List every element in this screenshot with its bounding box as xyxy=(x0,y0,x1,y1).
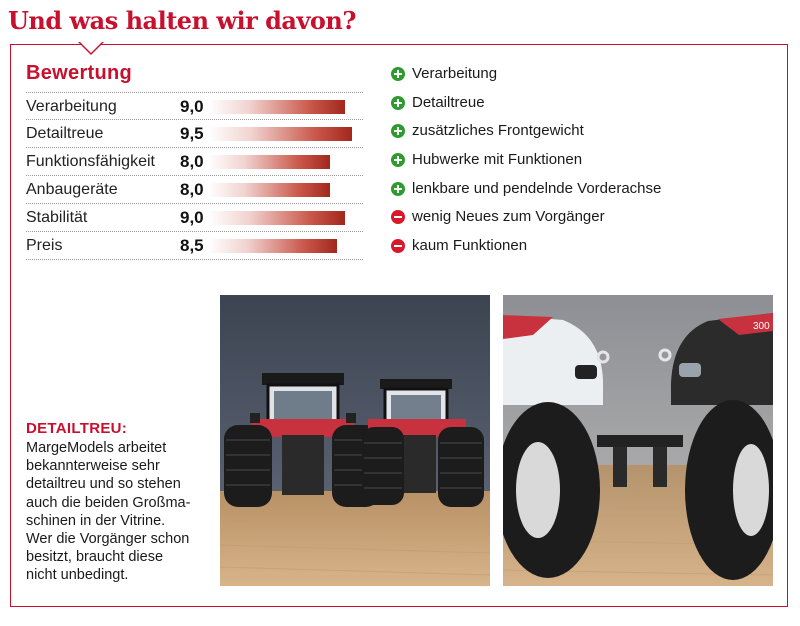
caption-line: schinen in der Vitrine. xyxy=(26,512,166,529)
rating-bar xyxy=(208,155,330,169)
rating-label: Anbaugeräte xyxy=(26,181,118,198)
photo-front-closeup: 300 xyxy=(503,295,773,586)
pro-text: Verarbeitung xyxy=(412,65,498,82)
caption-line: besitzt, braucht diese xyxy=(26,549,164,566)
minus-icon xyxy=(391,210,405,225)
pro-text: lenkbare und pendelnde Vorderachse xyxy=(412,179,662,197)
rating-bar xyxy=(208,239,338,253)
rating-bar xyxy=(208,127,353,141)
rating-label: Stabilität xyxy=(26,209,88,226)
caption-heading: DETAILTREU: xyxy=(26,420,128,437)
rating-score: 9,0 xyxy=(180,208,204,227)
pro-item: Hubwerke mit Funktionen xyxy=(391,146,781,175)
con-text: wenig Neues zum Vorgänger xyxy=(412,208,605,226)
rating-row: Anbaugeräte 8,0 xyxy=(26,176,363,204)
pro-item: zusätzliches Frontgewicht xyxy=(391,117,781,146)
rating-label: Verarbeitung xyxy=(26,98,117,115)
rating-score: 8,5 xyxy=(180,236,204,255)
pro-text: Detailtreue xyxy=(412,93,485,111)
caption-body: MargeModels arbeitet bekannterweise sehr… xyxy=(26,439,212,585)
plus-icon xyxy=(391,153,405,168)
rating-label: Preis xyxy=(26,237,63,254)
pro-item: Detailtreue xyxy=(391,89,781,118)
caption-line: Wer die Vorgänger schon xyxy=(26,531,190,548)
caption-line: auch die beiden Großma- xyxy=(26,494,191,511)
rating-row: Verarbeitung 9,0 xyxy=(26,92,363,120)
rating-list: Verarbeitung 9,0 Detailtreue 9,5 Funktio… xyxy=(26,92,363,260)
caption-line: detailtreu und so stehen xyxy=(26,476,181,493)
plus-icon xyxy=(391,181,405,196)
photo-caption: DETAILTREU: MargeModels arbeitet bekannt… xyxy=(26,420,212,585)
rating-row: Detailtreue 9,5 xyxy=(26,120,363,148)
plus-icon xyxy=(391,67,405,81)
caption-line: bekannterweise sehr xyxy=(26,458,160,475)
plus-icon xyxy=(391,95,405,110)
rating-bar xyxy=(208,211,345,225)
con-item: wenig Neues zum Vorgänger xyxy=(391,203,781,232)
headline: Und was halten wir davon? xyxy=(8,6,356,35)
caption-line: MargeModels arbeitet xyxy=(26,440,167,456)
rating-score: 8,0 xyxy=(180,152,204,171)
rating-row: Funktionsfähigkeit 8,0 xyxy=(26,148,363,176)
rating-score: 9,5 xyxy=(180,124,204,143)
photo-two-tractors xyxy=(220,295,490,586)
rating-title: Bewertung xyxy=(26,62,133,84)
content-frame xyxy=(10,44,788,607)
pro-text: zusätzliches Frontgewicht xyxy=(412,122,584,140)
pros-cons-list: Verarbeitung Detailtreue zusätzliches Fr… xyxy=(391,60,781,261)
rating-row: Preis 8,5 xyxy=(26,232,363,260)
con-item: kaum Funktionen xyxy=(391,232,781,261)
pro-item: Verarbeitung xyxy=(391,60,781,89)
rating-score: 8,0 xyxy=(180,180,204,199)
con-text: kaum Funktionen xyxy=(412,237,528,255)
pro-text: Hubwerke mit Funktionen xyxy=(412,151,583,169)
tractor-right xyxy=(362,379,484,507)
rating-label: Detailtreue xyxy=(26,125,104,142)
caption-line: nicht unbedingt. xyxy=(26,567,129,584)
plus-icon xyxy=(391,124,405,139)
rating-score: 9,0 xyxy=(180,97,204,116)
model-badge: 300 xyxy=(753,321,770,332)
minus-icon xyxy=(391,239,405,254)
rating-row: Stabilität 9,0 xyxy=(26,204,363,232)
pro-item: lenkbare und pendelnde Vorderachse xyxy=(391,175,781,204)
rating-bar xyxy=(208,183,330,197)
rating-bar xyxy=(208,100,345,114)
rating-label: Funktionsfähigkeit xyxy=(26,153,155,170)
